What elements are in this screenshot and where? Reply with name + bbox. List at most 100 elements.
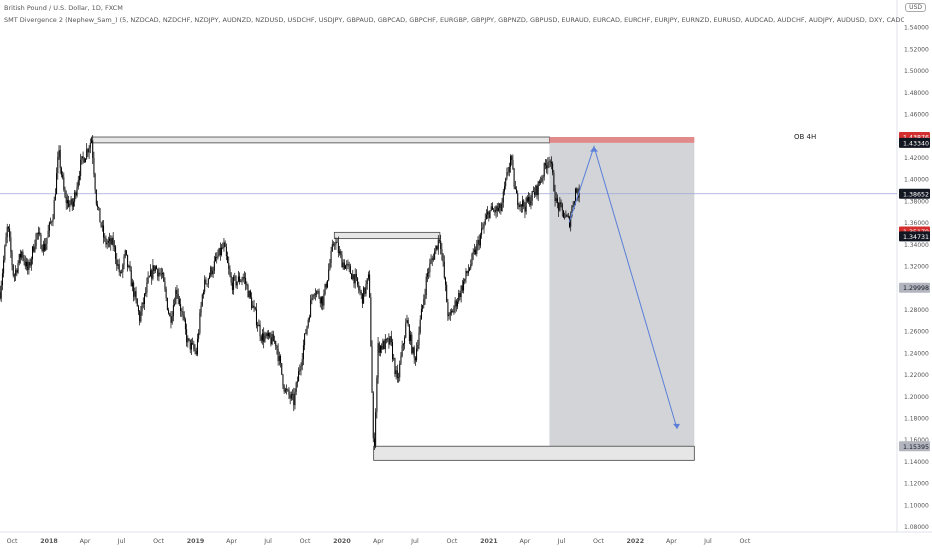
candle-body <box>135 291 137 299</box>
candle-body <box>181 311 183 312</box>
candle <box>522 195 524 213</box>
candle-body <box>35 233 37 247</box>
candle-body <box>307 319 309 327</box>
candle-body <box>506 172 508 179</box>
candle <box>4 244 6 263</box>
candle-body <box>115 246 117 259</box>
candle-body <box>188 338 190 340</box>
candle-body <box>326 280 328 288</box>
candle-body <box>36 233 38 235</box>
candle-body <box>98 206 100 208</box>
candle <box>186 323 188 347</box>
x-tick-label: Jul <box>410 538 419 545</box>
candle <box>64 186 66 199</box>
candle <box>550 156 552 170</box>
candle-body <box>27 261 29 270</box>
candle-body <box>305 333 307 335</box>
candle-body <box>165 289 167 298</box>
candle <box>243 271 245 285</box>
candle <box>452 309 454 313</box>
y-tick-label: 1.18000 <box>904 416 929 423</box>
candle <box>328 263 330 282</box>
candle <box>532 186 534 193</box>
currency-badge[interactable]: USD <box>905 3 926 12</box>
y-tick-label: 1.54000 <box>904 25 929 32</box>
candle-body <box>575 188 577 202</box>
candle-body <box>289 395 291 399</box>
candle-body <box>284 389 286 392</box>
candle <box>6 223 8 244</box>
candle-body <box>10 237 12 253</box>
candle-body <box>47 230 49 238</box>
candle <box>400 352 402 366</box>
candle-body <box>382 340 384 350</box>
candle <box>434 248 436 260</box>
candle <box>74 190 76 207</box>
candle-body <box>573 201 575 206</box>
candle <box>33 243 35 253</box>
candle-body <box>211 267 213 275</box>
candle-body <box>435 245 437 252</box>
candle <box>255 303 257 329</box>
candle <box>428 267 430 280</box>
candle-body <box>546 165 548 169</box>
candle-body <box>418 332 420 346</box>
candle <box>171 311 173 325</box>
candle-body <box>137 306 139 312</box>
candle <box>127 254 129 272</box>
candle <box>40 232 42 250</box>
candle-body <box>212 270 214 275</box>
candle <box>283 384 285 394</box>
candle <box>257 321 259 332</box>
candle-body <box>182 311 184 316</box>
candle <box>276 344 278 355</box>
candle-body <box>410 334 412 341</box>
candle <box>131 278 133 292</box>
candle-body <box>379 345 381 353</box>
candle <box>341 251 343 268</box>
candle <box>98 206 100 211</box>
candle <box>357 277 359 288</box>
candle <box>529 193 531 207</box>
candle <box>435 245 437 255</box>
candle <box>196 333 198 357</box>
candle-body <box>76 186 78 196</box>
candle <box>354 268 356 289</box>
candle <box>501 197 503 212</box>
candle <box>526 195 528 203</box>
candle <box>282 373 284 389</box>
candle-body <box>425 276 427 296</box>
candle <box>128 264 130 269</box>
candle-body <box>501 202 503 212</box>
candle <box>369 270 371 298</box>
candle-body <box>383 340 385 350</box>
candle-body <box>45 243 47 251</box>
candle-body <box>105 238 107 245</box>
candle <box>13 273 15 282</box>
candle-body <box>253 305 255 308</box>
candle-body <box>459 293 461 298</box>
x-tick-label: Apr <box>373 538 384 545</box>
candle-body <box>23 258 25 262</box>
candle-body <box>112 237 114 247</box>
candle-body <box>156 266 158 270</box>
candle-body <box>373 438 375 446</box>
candle-body <box>560 202 562 205</box>
candle <box>541 175 543 183</box>
candle-body <box>376 378 378 413</box>
candle <box>59 145 61 174</box>
candle-body <box>295 382 297 392</box>
candle <box>248 290 250 299</box>
candle-body <box>540 181 542 183</box>
candle <box>301 353 303 371</box>
candle-body <box>18 254 20 264</box>
candle <box>520 204 522 213</box>
candle-body <box>129 265 131 271</box>
candle-body <box>21 251 23 258</box>
candle-body <box>497 208 499 211</box>
candle-body <box>89 142 91 149</box>
candle <box>458 289 460 304</box>
candle-body <box>572 205 574 207</box>
candle-body <box>140 311 142 322</box>
